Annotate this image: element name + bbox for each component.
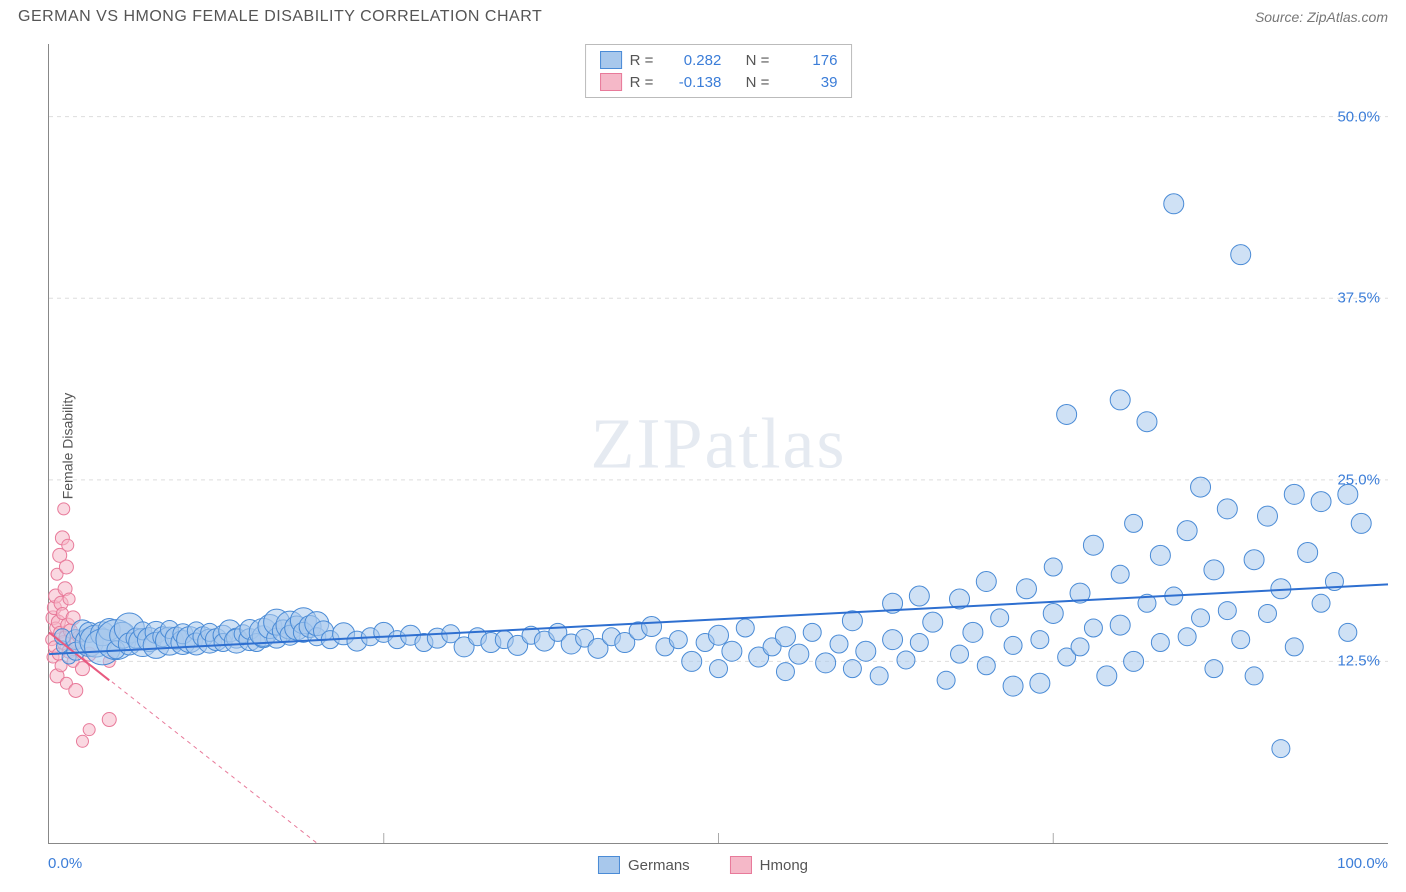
y-tick-label: 12.5%	[1337, 653, 1380, 670]
chart-header: GERMAN VS HMONG FEMALE DISABILITY CORREL…	[0, 0, 1406, 30]
x-tick-100: 100.0%	[1337, 855, 1388, 872]
germans-n-value: 176	[777, 52, 837, 69]
hmong-n-value: 39	[777, 74, 837, 91]
legend-germans: Germans	[598, 856, 690, 874]
y-tick-label: 25.0%	[1337, 471, 1380, 488]
chart-plot-area: ZIPatlas R = 0.282 N = 176 R = -0.138 N …	[48, 44, 1388, 844]
stats-row-hmong: R = -0.138 N = 39	[600, 71, 838, 93]
r-label: R =	[630, 74, 654, 91]
n-label: N =	[746, 52, 770, 69]
legend-swatch-hmong	[730, 856, 752, 874]
scatter-plot-svg	[49, 44, 1388, 843]
x-tick-0: 0.0%	[48, 855, 82, 872]
legend-label-germans: Germans	[628, 857, 690, 874]
bottom-legend: Germans Hmong	[598, 856, 808, 874]
swatch-hmong	[600, 73, 622, 91]
legend-hmong: Hmong	[730, 856, 808, 874]
y-tick-label: 37.5%	[1337, 290, 1380, 307]
hmong-r-value: -0.138	[661, 74, 721, 91]
r-label: R =	[630, 52, 654, 69]
correlation-stats-box: R = 0.282 N = 176 R = -0.138 N = 39	[585, 44, 853, 98]
swatch-germans	[600, 51, 622, 69]
stats-row-germans: R = 0.282 N = 176	[600, 49, 838, 71]
legend-swatch-germans	[598, 856, 620, 874]
chart-source: Source: ZipAtlas.com	[1255, 9, 1388, 25]
legend-label-hmong: Hmong	[760, 857, 808, 874]
germans-r-value: 0.282	[661, 52, 721, 69]
y-tick-label: 50.0%	[1337, 108, 1380, 125]
chart-title: GERMAN VS HMONG FEMALE DISABILITY CORREL…	[18, 8, 542, 26]
n-label: N =	[746, 74, 770, 91]
